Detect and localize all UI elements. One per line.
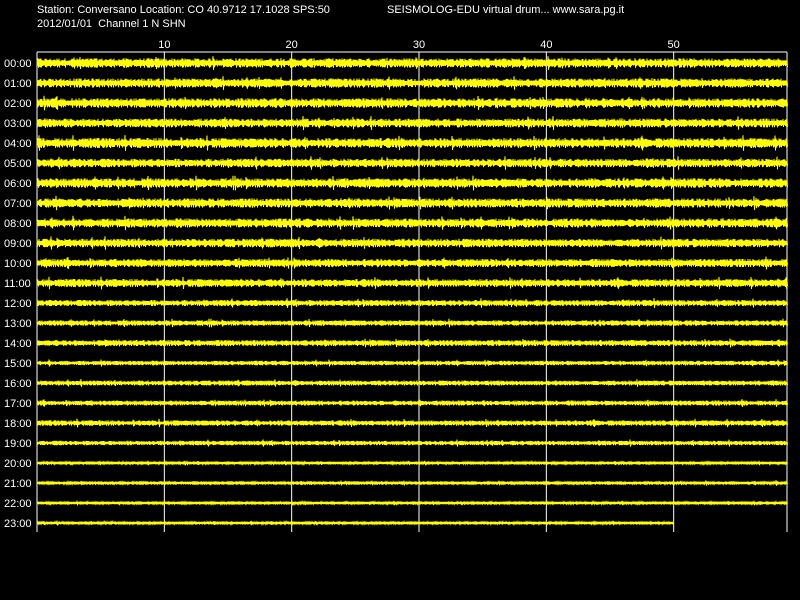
trace-04:00	[36, 135, 788, 151]
trace-03:00	[36, 115, 788, 131]
x-tick-label: 40	[540, 39, 552, 51]
trace-08:00	[36, 215, 788, 231]
x-tick-label: 50	[668, 39, 680, 51]
hour-label: 14:00	[4, 338, 32, 350]
x-tick-label: 20	[286, 39, 298, 51]
hour-label: 19:00	[4, 438, 32, 450]
hour-label: 15:00	[4, 358, 32, 370]
trace-15:00	[36, 359, 788, 367]
grid-lines	[36, 51, 788, 532]
trace-20:00	[36, 459, 788, 467]
trace-11:00	[36, 276, 788, 290]
trace-21:00	[36, 480, 788, 486]
trace-06:00	[36, 175, 788, 191]
trace-19:00	[36, 439, 788, 447]
trace-02:00	[36, 95, 788, 111]
hour-label: 12:00	[4, 298, 32, 310]
trace-18:00	[36, 418, 788, 428]
hour-label: 10:00	[4, 258, 32, 270]
trace-09:00	[36, 236, 788, 250]
trace-01:00	[36, 76, 788, 90]
trace-05:00	[36, 156, 788, 170]
hour-labels: 00:00 01:00 02:00 03:00 04:00 05:00 06:00 07:00…	[4, 58, 32, 530]
station-info: Station: Conversano Location: CO 40.9712…	[37, 4, 330, 16]
trace-10:00	[36, 256, 788, 270]
hour-label: 16:00	[4, 378, 32, 390]
hour-label: 08:00	[4, 218, 32, 230]
trace-22:00	[36, 499, 788, 507]
trace-13:00	[36, 318, 788, 328]
hour-label: 17:00	[4, 398, 32, 410]
date-channel-info: 2012/01/01 Channel 1 N SHN	[37, 18, 186, 30]
program-info: SEISMOLOG-EDU virtual drum... www.sara.p…	[387, 4, 625, 16]
hour-label: 23:00	[4, 518, 32, 530]
hour-label: 01:00	[4, 78, 32, 90]
trace-group	[36, 56, 788, 527]
hour-label: 03:00	[4, 118, 32, 130]
x-tick-labels: 10 20 30 40 50	[158, 39, 680, 51]
hour-label: 02:00	[4, 98, 32, 110]
hour-label: 09:00	[4, 238, 32, 250]
trace-00:00	[36, 56, 788, 70]
trace-16:00	[36, 379, 788, 387]
x-tick-label: 30	[413, 39, 425, 51]
trace-12:00	[36, 298, 788, 308]
trace-07:00	[36, 195, 788, 211]
x-tick-label: 10	[158, 39, 170, 51]
hour-label: 18:00	[4, 418, 32, 430]
hour-label: 21:00	[4, 478, 32, 490]
hour-label: 11:00	[4, 278, 31, 290]
trace-23:00	[36, 519, 674, 527]
hour-label: 05:00	[4, 158, 32, 170]
hour-label: 13:00	[4, 318, 32, 330]
hour-label: 06:00	[4, 178, 32, 190]
hour-label: 00:00	[4, 58, 32, 70]
hour-label: 20:00	[4, 458, 32, 470]
trace-17:00	[36, 399, 788, 407]
hour-label: 04:00	[4, 138, 32, 150]
hour-label: 07:00	[4, 198, 32, 210]
hour-label: 22:00	[4, 498, 32, 510]
trace-14:00	[36, 338, 788, 348]
